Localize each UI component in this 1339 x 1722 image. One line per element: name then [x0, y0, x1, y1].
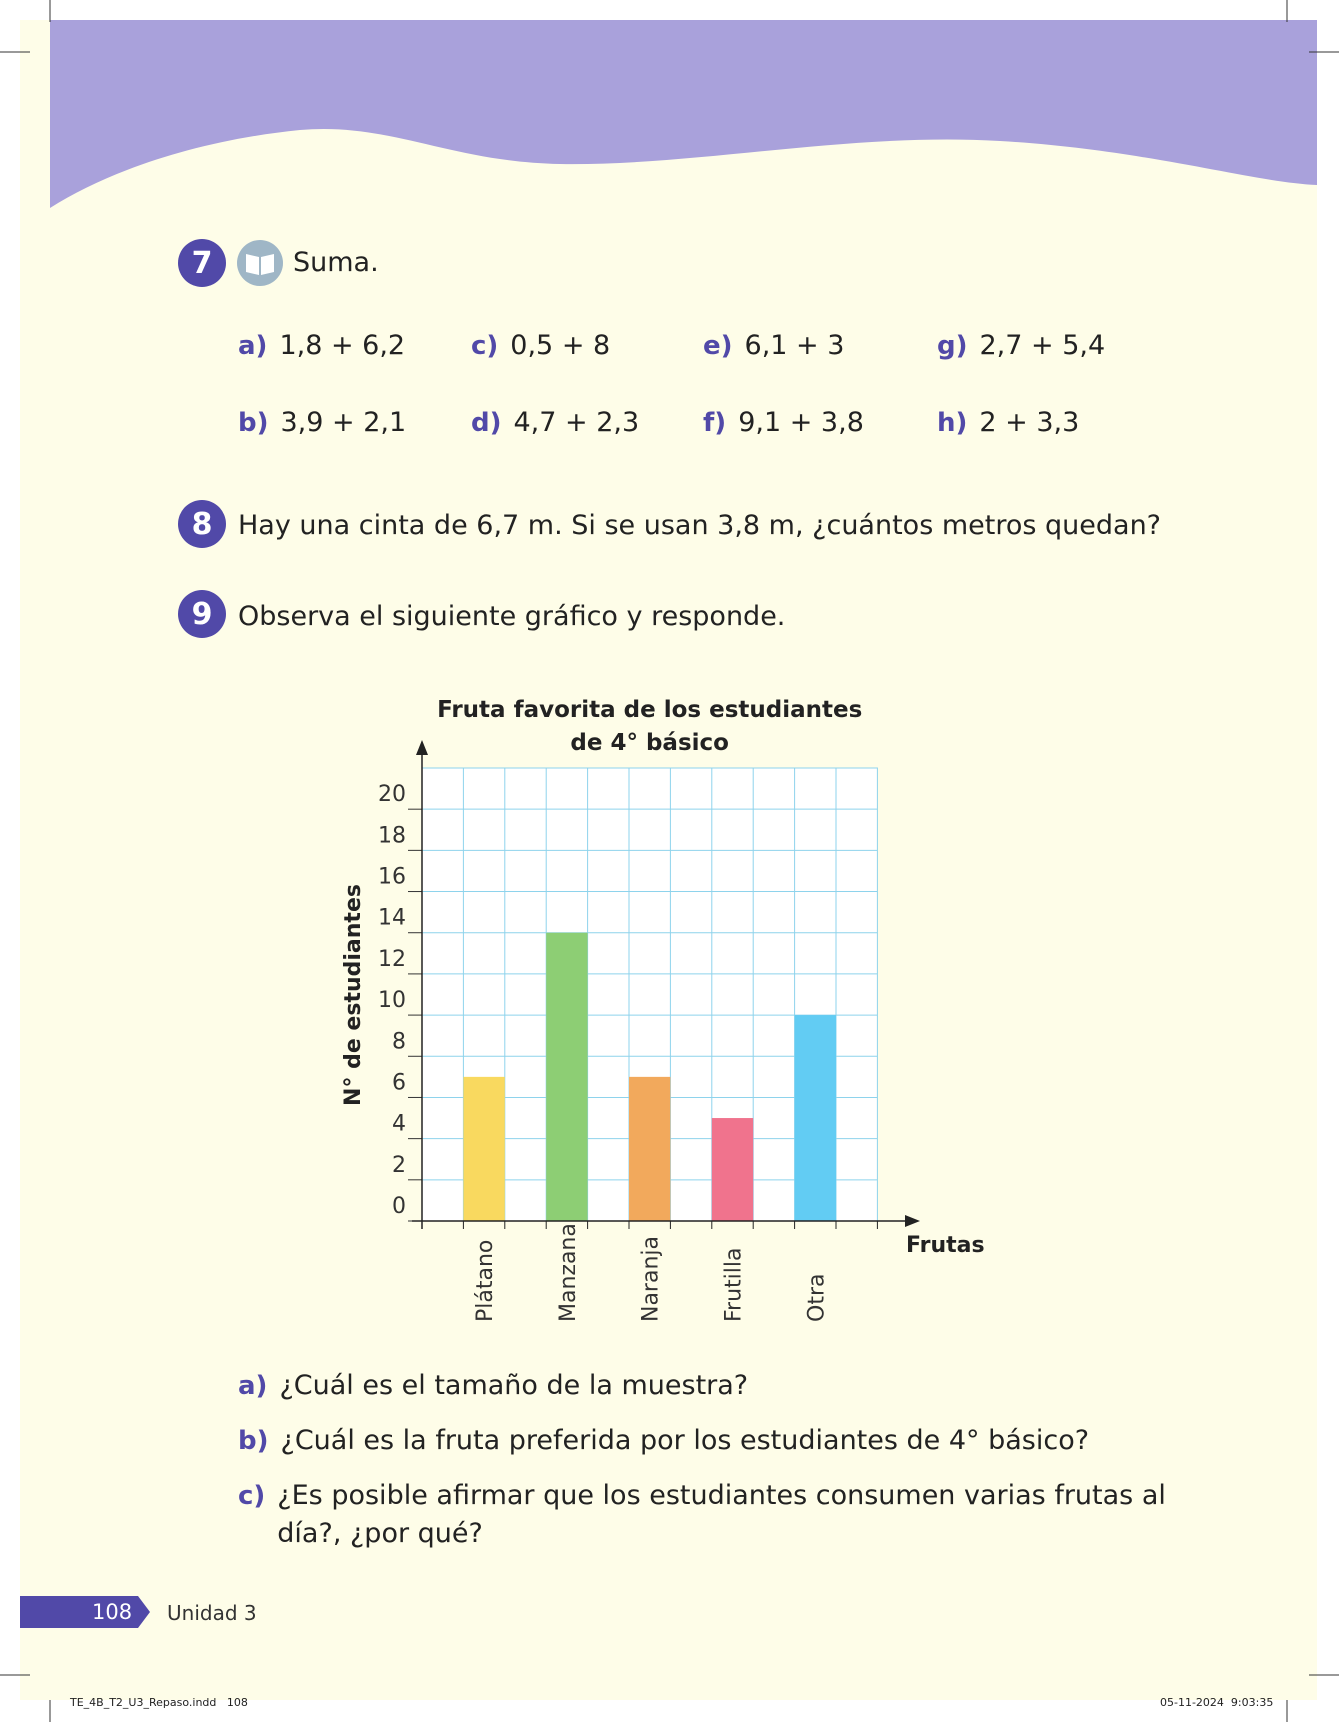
unit-label: Unidad 3	[167, 1601, 257, 1625]
exercise-item: c) 0,5 + 8	[471, 330, 610, 361]
item-text: 2 + 3,3	[979, 407, 1080, 438]
y-tick-label: 6	[392, 1070, 406, 1095]
chart-title: Fruta favorita de los estudiantes de 4° …	[437, 697, 863, 756]
item-label: d)	[471, 408, 502, 438]
exercise-text: Suma.	[293, 247, 379, 278]
bar	[794, 1015, 836, 1221]
exercise-item: a) 1,8 + 6,2	[238, 330, 405, 361]
header-wave	[50, 20, 1317, 208]
item-label: a)	[238, 331, 268, 361]
bar	[463, 1076, 505, 1221]
item-label: f)	[703, 408, 727, 438]
y-axis-arrow	[416, 740, 428, 755]
question: c) ¿Es posible afirmar que los estudiante…	[238, 1477, 1198, 1553]
x-axis-label: Frutas	[906, 1233, 985, 1258]
timestamp: 05-11-2024 9:03:35	[1160, 1696, 1274, 1709]
y-tick-label: 10	[378, 988, 406, 1013]
item-label: c)	[471, 331, 499, 361]
y-tick-label: 4	[392, 1112, 406, 1137]
y-tick-label: 12	[378, 947, 406, 972]
exercise-number: 9	[178, 590, 226, 638]
x-tick-label: Naranja	[639, 1236, 664, 1322]
item-label: g)	[937, 331, 968, 361]
question-label: c)	[238, 1481, 266, 1511]
item-text: 6,1 + 3	[744, 330, 845, 361]
exercise-item: b) 3,9 + 2,1	[238, 407, 406, 438]
y-tick-label: 14	[378, 906, 406, 931]
item-text: 0,5 + 8	[510, 330, 611, 361]
item-text: 4,7 + 2,3	[513, 407, 640, 438]
exercise-item: g) 2,7 + 5,4	[937, 330, 1105, 361]
question-text: ¿Cuál es el tamaño de la muestra?	[279, 1370, 749, 1401]
question-label: b)	[238, 1426, 269, 1456]
exercise-text: Observa el siguiente gráfico y responde.	[238, 601, 786, 632]
y-tick-label: 0	[392, 1194, 406, 1219]
item-label: e)	[703, 331, 733, 361]
y-tick-label: 20	[378, 782, 406, 807]
x-tick-label: Otra	[804, 1274, 829, 1322]
bar	[711, 1118, 754, 1221]
x-tick-label: Frutilla	[722, 1248, 747, 1323]
y-tick-label: 8	[392, 1029, 406, 1054]
exercise-text: Hay una cinta de 6,7 m. Si se usan 3,8 m…	[238, 510, 1162, 541]
question-label: a)	[238, 1371, 268, 1401]
y-tick-label: 18	[378, 823, 406, 848]
file-slug: TE_4B_T2_U3_Repaso.indd 108	[70, 1696, 248, 1709]
question: b) ¿Cuál es la fruta preferida por los es…	[238, 1422, 1198, 1460]
page-number: 108	[92, 1600, 133, 1624]
y-axis-label: N° de estudiantes	[341, 884, 366, 1106]
question-text: ¿Es posible afirmar que los estudiantes …	[277, 1480, 1166, 1549]
y-tick-label: 2	[392, 1153, 406, 1178]
x-tick-label: Plátano	[473, 1240, 498, 1322]
y-tick-label: 16	[378, 865, 406, 890]
item-text: 9,1 + 3,8	[738, 407, 864, 438]
bar	[546, 932, 588, 1221]
exercise-number: 8	[178, 500, 226, 548]
question: a) ¿Cuál es el tamaño de la muestra?	[238, 1367, 1198, 1405]
exercise-item: f) 9,1 + 3,8	[703, 407, 864, 438]
exercise-item: d) 4,7 + 2,3	[471, 407, 639, 438]
x-tick-label: Manzana	[556, 1223, 581, 1322]
item-text: 1,8 + 6,2	[279, 330, 406, 361]
page-tab	[20, 1596, 150, 1628]
item-text: 2,7 + 5,4	[979, 330, 1106, 361]
item-label: h)	[937, 408, 968, 438]
exercise-item: h) 2 + 3,3	[937, 407, 1079, 438]
exercise-number: 7	[178, 239, 226, 287]
exercise-item: e) 6,1 + 3	[703, 330, 844, 361]
book-icon	[237, 240, 283, 286]
bar	[629, 1076, 671, 1221]
question-text: ¿Cuál es la fruta preferida por los estu…	[280, 1425, 1090, 1456]
x-axis-arrow	[905, 1215, 920, 1227]
item-text: 3,9 + 2,1	[280, 407, 407, 438]
item-label: b)	[238, 408, 269, 438]
